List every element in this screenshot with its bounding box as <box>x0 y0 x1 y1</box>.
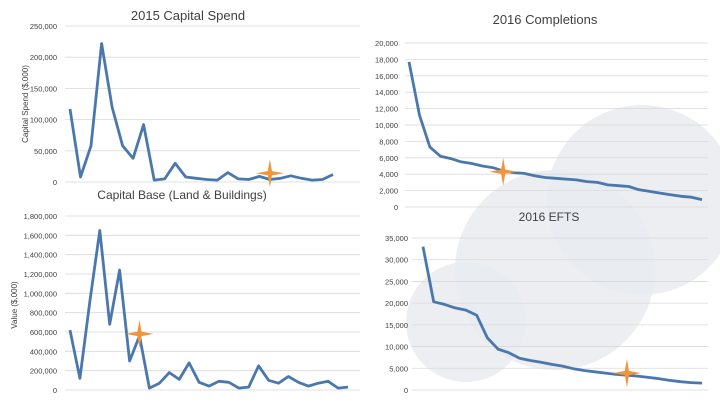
chart-title: 2015 Capital Spend <box>131 8 245 23</box>
y-tick-label: 14,000 <box>375 88 398 97</box>
y-tick-label: 8,000 <box>379 137 398 146</box>
chart-title: 2016 Completions <box>493 12 598 27</box>
y-tick-label: 1,000,000 <box>24 289 57 298</box>
chart-capital-base: Capital Base (Land & Buildings) Value ($… <box>10 188 360 395</box>
y-tick-label: 10,000 <box>385 343 408 352</box>
y-tick-label: 1,400,000 <box>24 251 57 260</box>
y-tick-label: 0 <box>394 203 398 212</box>
chart-capital-spend: 2015 Capital Spend Capital Spend ($,000)… <box>21 8 360 188</box>
y-tick-label: 0 <box>53 386 57 395</box>
highlight-star-icon <box>612 359 641 388</box>
y-tick-label: 1,200,000 <box>24 270 57 279</box>
y-axis-label: Value ($,000) <box>10 281 19 329</box>
chart-title: Capital Base (Land & Buildings) <box>97 188 266 202</box>
series-line <box>407 61 703 201</box>
grid <box>412 237 708 391</box>
y-ticks: 1,800,000 1,600,000 1,400,000 1,200,000 1,00… <box>24 212 57 395</box>
y-tick-label: 18,000 <box>375 55 398 64</box>
y-tick-label: 35,000 <box>385 234 408 243</box>
y-ticks: 250,000 200,000 150,000 100,000 50,000 0 <box>30 22 57 187</box>
y-tick-label: 30,000 <box>385 256 408 265</box>
y-tick-label: 2,000 <box>379 187 398 196</box>
chart-efts: 2016 EFTS 35,000 30,000 25,000 20,000 15,000… <box>385 210 708 395</box>
y-tick-label: 200,000 <box>30 53 57 62</box>
y-tick-label: 250,000 <box>30 22 57 31</box>
grid <box>65 215 360 391</box>
y-tick-label: 20,000 <box>375 39 398 48</box>
y-ticks: 35,000 30,000 25,000 20,000 15,000 10,000 5,00… <box>385 234 408 395</box>
decor-circle-small <box>406 262 526 382</box>
highlight-star-icon <box>489 157 518 186</box>
y-tick-label: 5,000 <box>389 364 408 373</box>
y-tick-label: 10,000 <box>375 121 398 130</box>
highlight-star-icon <box>125 319 154 348</box>
y-tick-label: 600,000 <box>30 328 57 337</box>
grid <box>405 42 708 208</box>
y-tick-label: 20,000 <box>385 299 408 308</box>
y-tick-label: 15,000 <box>385 321 408 330</box>
background-decoration <box>406 105 720 382</box>
y-tick-label: 1,600,000 <box>24 231 57 240</box>
grid <box>65 25 360 183</box>
y-axis-label: Capital Spend ($,000) <box>21 65 30 143</box>
y-tick-label: 50,000 <box>34 147 57 156</box>
series-line <box>421 246 703 385</box>
y-tick-label: 400,000 <box>30 347 57 356</box>
y-tick-label: 6,000 <box>379 154 398 163</box>
chart-title: 2016 EFTS <box>519 210 580 224</box>
highlight-star-icon <box>255 159 284 188</box>
y-tick-label: 0 <box>404 386 408 395</box>
y-tick-label: 25,000 <box>385 277 408 286</box>
y-tick-label: 12,000 <box>375 105 398 114</box>
series-line <box>68 229 349 390</box>
y-tick-label: 16,000 <box>375 72 398 81</box>
y-tick-label: 100,000 <box>30 116 57 125</box>
y-tick-label: 150,000 <box>30 84 57 93</box>
y-tick-label: 200,000 <box>30 367 57 376</box>
series-line <box>68 42 334 182</box>
y-tick-label: 800,000 <box>30 309 57 318</box>
y-tick-label: 4,000 <box>379 170 398 179</box>
chart-completions: 2016 Completions 20,000 18,000 16,000 14,00… <box>375 12 708 212</box>
y-ticks: 20,000 18,000 16,000 14,000 12,000 10,000 8,00… <box>375 39 398 212</box>
y-tick-label: 0 <box>53 178 57 187</box>
y-tick-label: 1,800,000 <box>24 212 57 221</box>
